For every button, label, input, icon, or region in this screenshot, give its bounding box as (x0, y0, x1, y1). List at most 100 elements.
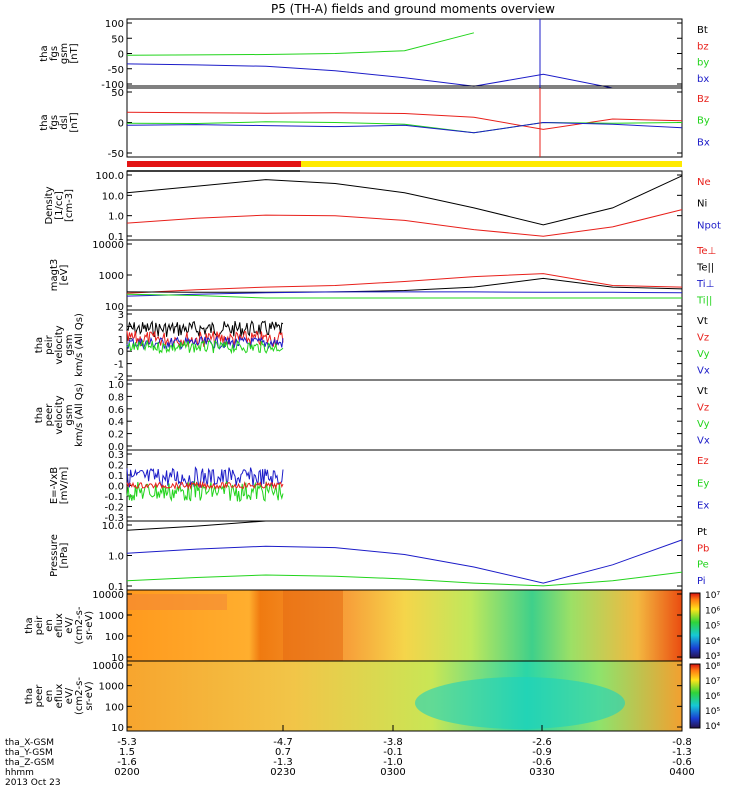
ephemeris-value: -0.9 (532, 747, 552, 758)
y-tick-label: -50 (108, 65, 124, 76)
series-ez (126, 480, 284, 491)
y-axis-label: gsm (59, 43, 70, 64)
chart-title: P5 (TH-A) fields and ground moments over… (271, 2, 555, 16)
y-axis-label: (cm2-s- (74, 677, 85, 715)
y-tick-label: 10 (111, 653, 124, 664)
ephemeris-value: -1.0 (383, 757, 403, 768)
ephemeris-value: -3.8 (383, 737, 403, 748)
legend-density-2: Npot (697, 220, 721, 231)
colorbar-label: 10⁵ (705, 622, 720, 632)
y-tick-label: 2 (118, 322, 124, 333)
y-axis-label: fgs (49, 46, 60, 61)
series-fgs-gsm-by (126, 32, 475, 56)
y-tick-label: 10.0 (102, 521, 124, 532)
ephemeris-value: -1.3 (672, 747, 692, 758)
y-axis-label: tha (24, 617, 35, 633)
y-tick-label: 0.1 (108, 232, 124, 243)
y-axis-label: en (44, 690, 55, 703)
y-tick-label: -100 (101, 80, 124, 91)
y-tick-label: 100 (105, 302, 124, 313)
y-tick-label: 1000 (99, 611, 124, 622)
ephemeris-value: -0.1 (383, 747, 403, 758)
series-fgs-dsl-Bz (126, 111, 683, 130)
ephemeris-value: 0230 (270, 767, 295, 778)
colorbar-label: 10⁵ (705, 707, 720, 717)
y-tick-label: 50 (111, 34, 124, 45)
y-axis-label: tha (34, 337, 45, 353)
y-tick-label: 0.1 (108, 582, 124, 593)
date-label: 2013 Oct 23 (5, 778, 61, 788)
legend-peir-velocity-3: Vx (697, 366, 710, 377)
y-tick-label: 3 (118, 310, 124, 321)
ephemeris-value: 0300 (380, 767, 405, 778)
colorbar-label: 10³ (705, 652, 720, 662)
ephemeris-value: -5.3 (117, 737, 137, 748)
y-tick-label: 1000 (99, 271, 124, 282)
y-axis-label: tha (24, 688, 35, 704)
y-axis-label: [eV] (59, 265, 70, 286)
y-tick-label: 0 (118, 119, 124, 130)
colorbar (689, 592, 701, 659)
ephemeris-label: tha_X-GSM (5, 738, 54, 748)
series-density-Ne (126, 209, 683, 237)
y-tick-label: -0.2 (104, 503, 124, 514)
y-tick-label: 0.2 (108, 461, 124, 472)
y-tick-label: 10000 (92, 240, 124, 251)
y-axis-label: peer (34, 684, 45, 708)
y-axis-label: fgs (49, 115, 60, 130)
y-axis-label: tha (34, 407, 45, 423)
ephemeris-value: -0.6 (532, 757, 552, 768)
legend-peer-velocity-0: Vt (697, 386, 708, 397)
y-tick-label: 1000 (99, 682, 124, 693)
y-axis-label: [1/cc] (54, 191, 65, 220)
y-axis-label: [nPa] (59, 542, 70, 568)
y-tick-label: 100 (105, 19, 124, 30)
ephemeris-value: 0200 (114, 767, 139, 778)
y-axis-label: eV/ (64, 687, 75, 704)
panel-frame (126, 520, 683, 591)
y-tick-label: -1 (114, 360, 124, 371)
y-axis-label: [mV/m] (59, 467, 70, 505)
y-axis-label: peer (44, 403, 55, 427)
legend-peer-velocity-2: Vy (697, 419, 710, 430)
legend-fgs-gsm-1: bz (697, 41, 709, 52)
y-tick-label: 0.4 (108, 417, 124, 428)
y-axis-label: peir (44, 334, 55, 354)
peer-spectrogram-core (415, 677, 625, 729)
peir-spectrogram-patch (127, 594, 227, 610)
y-axis-label: eflux (54, 684, 65, 709)
colorbar-label: 10⁷ (705, 591, 720, 601)
legend-efield-1: Ey (697, 478, 709, 489)
y-axis-label: velocity (54, 395, 65, 434)
y-axis-label: km/s (All Qs) (74, 313, 85, 377)
y-tick-label: -50 (108, 149, 124, 160)
panel-frame (126, 87, 683, 158)
legend-temperature-1: Te|| (696, 263, 714, 274)
ephemeris-value: 0.7 (275, 747, 291, 758)
ephemeris-value: 0330 (529, 767, 554, 778)
mode-bar-slow (127, 161, 301, 167)
ephemeris-value: -1.3 (273, 757, 293, 768)
y-tick-label: 100 (105, 702, 124, 713)
legend-density-1: Ni (697, 199, 707, 210)
legend-efield-2: Ex (697, 501, 709, 512)
legend-peir-velocity-2: Vy (697, 349, 710, 360)
ephemeris-value: -0.6 (672, 757, 692, 768)
y-axis-label: [cm-3] (64, 189, 75, 222)
legend-fgs-dsl-2: Bx (697, 137, 710, 148)
legend-peir-velocity-0: Vt (697, 316, 708, 327)
ephemeris-value: 0400 (669, 767, 694, 778)
panel-frame (126, 239, 683, 311)
legend-fgs-gsm-0: Bt (697, 25, 708, 36)
series-temperature-Te⊥ (126, 273, 683, 294)
series-temperature-Ti⊥ (126, 291, 683, 297)
series-temperature-Te|| (126, 277, 683, 293)
y-tick-label: 10.0 (102, 191, 124, 202)
y-axis-label: [nT] (69, 43, 80, 63)
colorbar-label: 10⁶ (705, 692, 720, 702)
mode-bar-fast (301, 161, 682, 167)
y-tick-label: 10000 (92, 661, 124, 672)
legend-efield-0: Ez (697, 456, 709, 467)
panel-frame (126, 660, 683, 732)
legend-pressure-3: Pi (697, 576, 706, 587)
